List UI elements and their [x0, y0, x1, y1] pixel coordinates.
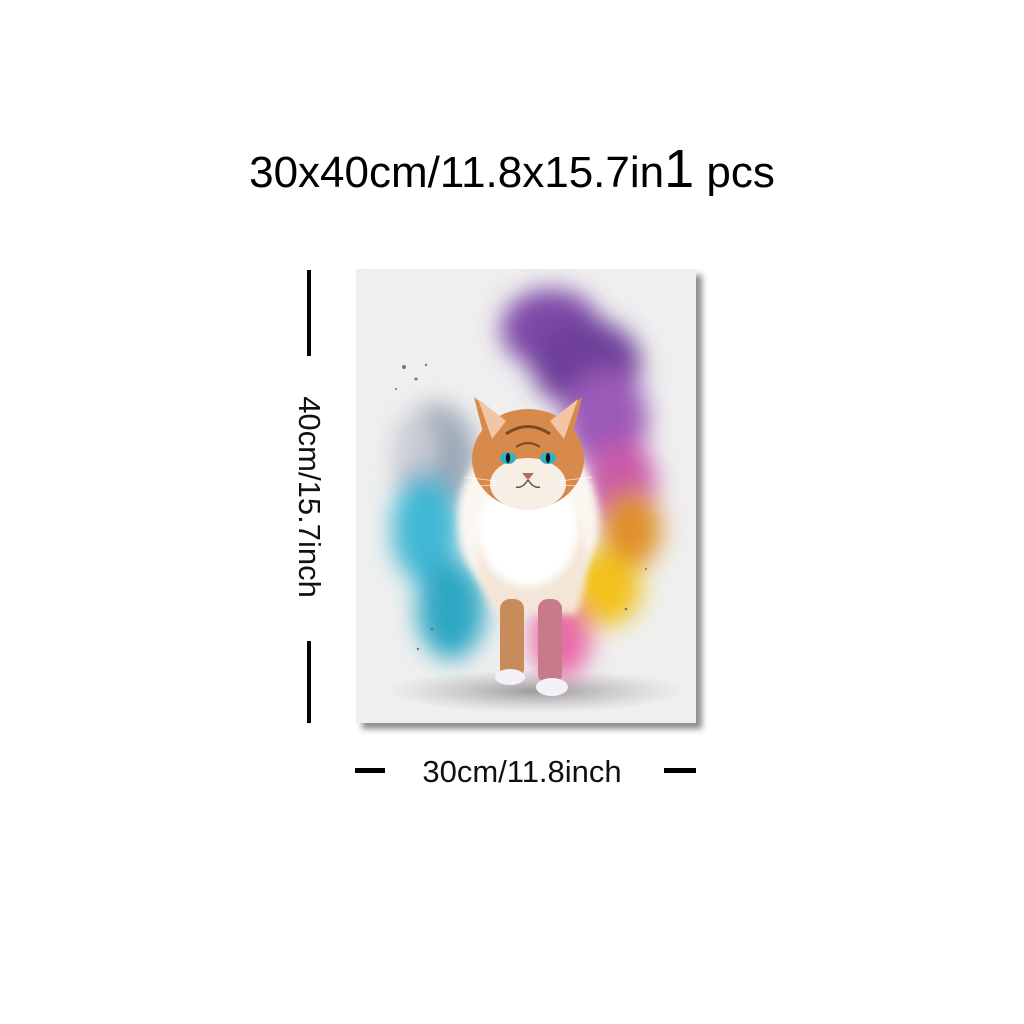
height-label: 40cm/15.7inch — [292, 396, 327, 598]
canvas-print — [356, 269, 696, 723]
floor-shadow — [386, 669, 686, 713]
cat-artwork — [356, 269, 696, 723]
width-label: 30cm/11.8inch — [422, 754, 622, 789]
height-marker-bottom — [307, 641, 311, 723]
quantity-number: 1 — [664, 139, 695, 199]
size-text: 30x40cm/11.8x15.7in — [249, 148, 665, 197]
cat-icon — [458, 397, 598, 696]
quantity-unit: pcs — [706, 148, 775, 197]
height-marker-top — [307, 270, 311, 356]
product-size-headline: 30x40cm/11.8x15.7in1 pcs — [0, 138, 1024, 200]
width-marker-left — [355, 768, 385, 773]
width-marker-right — [664, 768, 696, 773]
paint-specks — [395, 363, 647, 651]
